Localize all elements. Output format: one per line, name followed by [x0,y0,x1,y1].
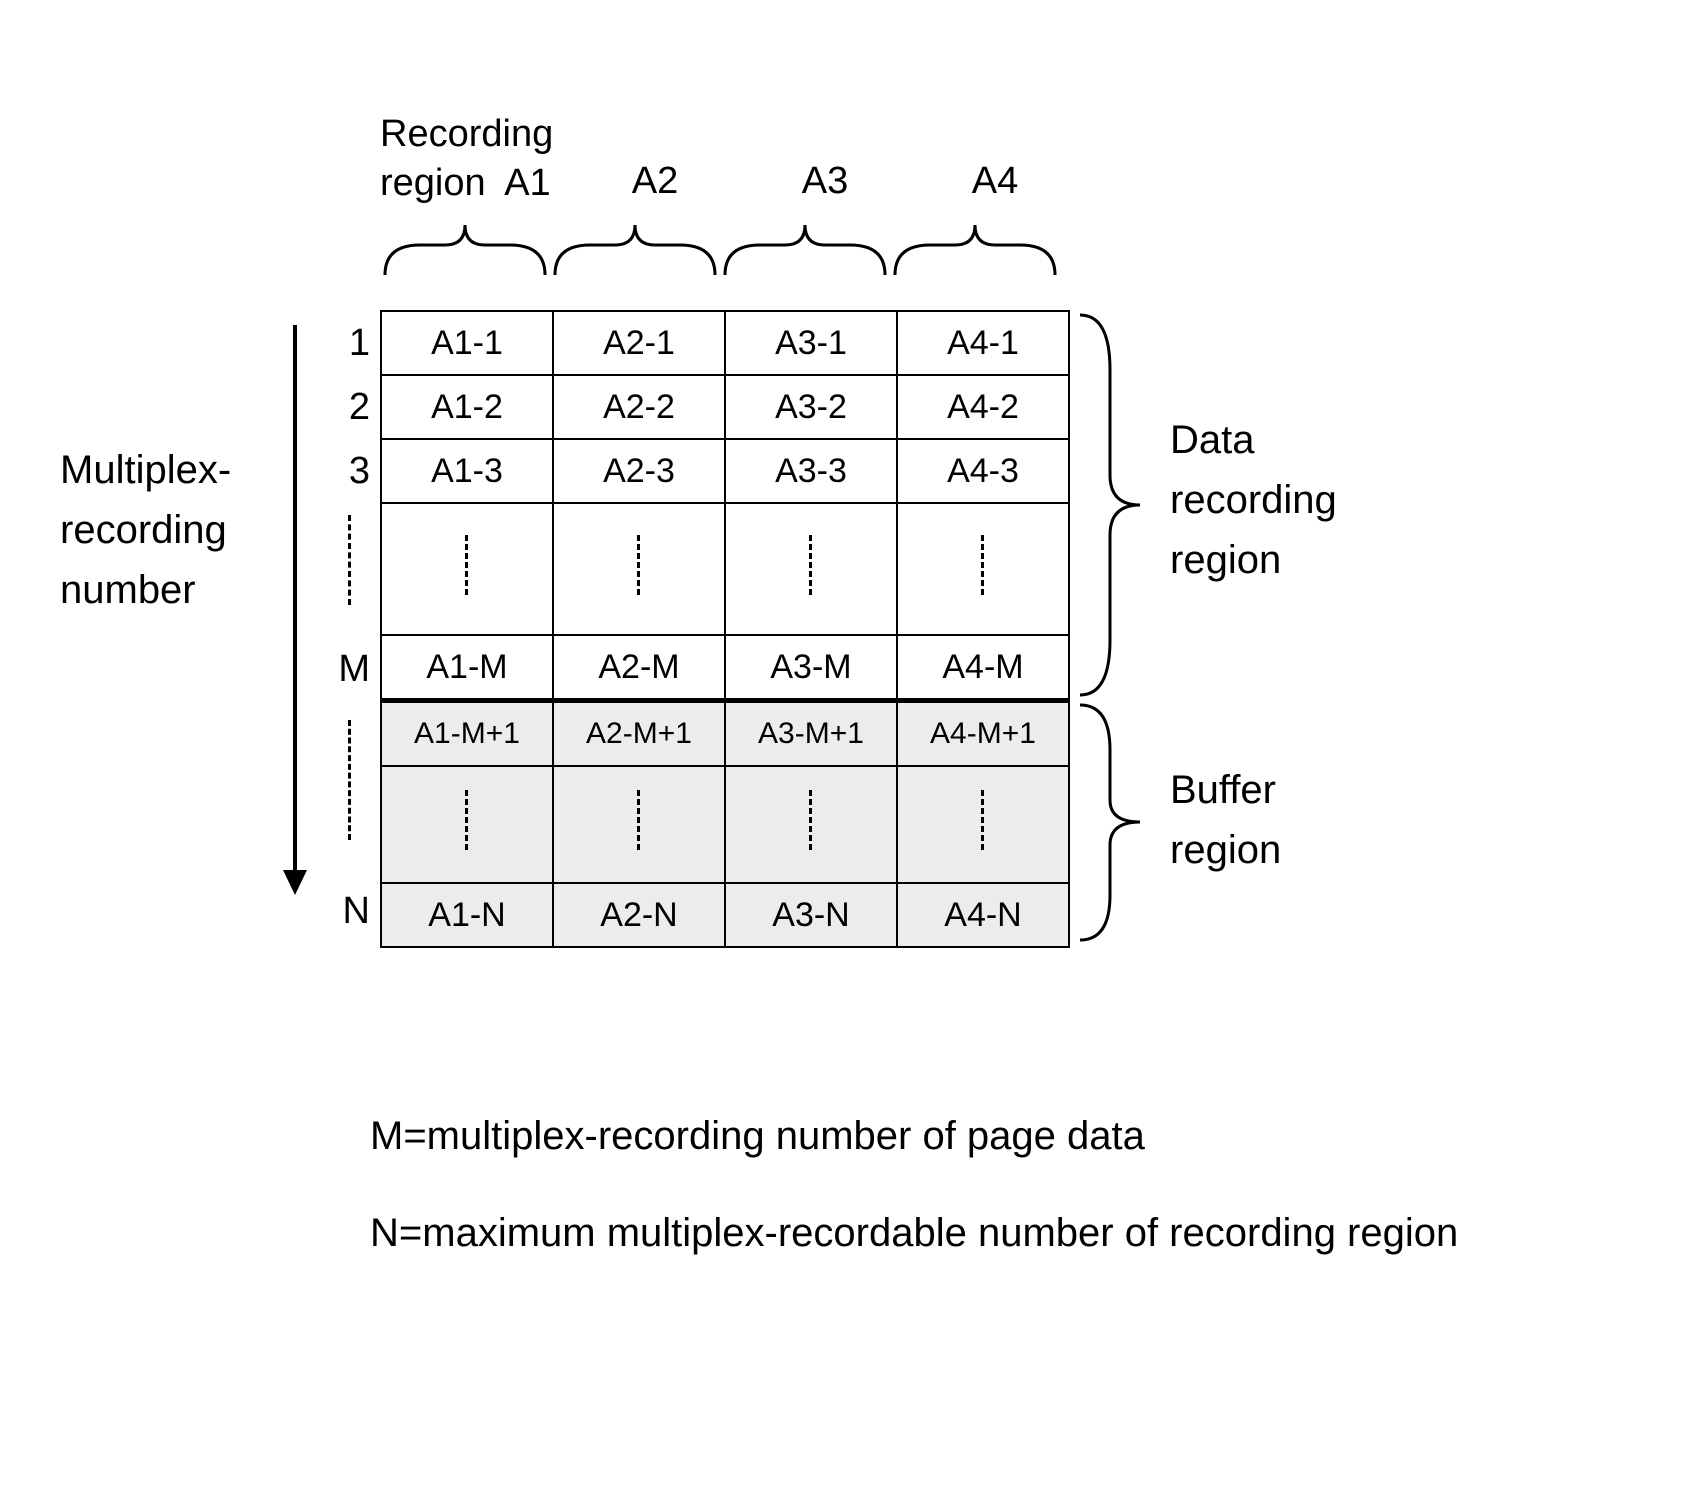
cell-rMp1c1: A1-M+1 [381,701,553,767]
cell-r3c2: A2-3 [553,439,725,503]
region-prefix: region [380,162,486,204]
col-header-recording: Recording region A1 [380,110,553,209]
col-a4: A4 [920,160,1070,203]
table-row-M: A1-M A2-M A3-M A4-M [381,635,1069,701]
cell-r2c1: A1-2 [381,375,553,439]
right-brace-upper [1070,310,1160,700]
table-row-Mp1: A1-M+1 A2-M+1 A3-M+1 A4-M+1 [381,701,1069,767]
table-row-N: A1-N A2-N A3-N A4-N [381,883,1069,947]
region-a1-row: region A1 [380,159,553,208]
table-row-1: A1-1 A2-1 A3-1 A4-1 [381,311,1069,375]
cell-r1c1: A1-1 [381,311,553,375]
row-label-1: 1 [330,322,370,365]
dots2-c3 [725,766,897,883]
cell-r2c4: A4-2 [897,375,1069,439]
table-row-2: A1-2 A2-2 A3-2 A4-2 [381,375,1069,439]
right-label-buffer-region: Buffer region [1170,760,1281,880]
cell-r1c4: A4-1 [897,311,1069,375]
diagram-root: Recording region A1 A2 A3 A4 A1-1 A2-1 A… [40,40,1640,1440]
cell-rMc3: A3-M [725,635,897,701]
cell-rMp1c3: A3-M+1 [725,701,897,767]
cell-rMp1c4: A4-M+1 [897,701,1069,767]
row-label-dots-upper [340,515,360,610]
table-row-dots-upper [381,503,1069,635]
dots-c3 [725,503,897,635]
row-label-3: 3 [330,450,370,493]
cell-rMp1c2: A2-M+1 [553,701,725,767]
dots2-c1 [381,766,553,883]
table-row-dots-lower [381,766,1069,883]
cell-r3c4: A4-3 [897,439,1069,503]
dots2-c4 [897,766,1069,883]
recording-table: A1-1 A2-1 A3-1 A4-1 A1-2 A2-2 A3-2 A4-2 … [380,310,1070,948]
row-label-2: 2 [330,386,370,429]
legend-N: N=maximum multiplex-recordable number of… [370,1197,1470,1269]
cell-rMc1: A1-M [381,635,553,701]
dots-c2 [553,503,725,635]
cell-rMc4: A4-M [897,635,1069,701]
cell-rMc2: A2-M [553,635,725,701]
col-a3: A3 [750,160,900,203]
top-braces [380,215,1070,305]
table-row-3: A1-3 A2-3 A3-3 A4-3 [381,439,1069,503]
cell-rNc4: A4-N [897,883,1069,947]
row-label-dots-lower [340,720,360,845]
col-a1: A1 [504,162,550,204]
cell-r1c2: A2-1 [553,311,725,375]
dots-c1 [381,503,553,635]
cell-r2c2: A2-2 [553,375,725,439]
cell-rNc2: A2-N [553,883,725,947]
recording-text: Recording [380,110,553,159]
down-arrow-icon [275,320,315,900]
right-brace-lower [1070,700,1160,945]
row-label-N: N [325,890,370,933]
legend-M: M=multiplex-recording number of page dat… [370,1100,1470,1172]
dots2-c2 [553,766,725,883]
cell-rNc3: A3-N [725,883,897,947]
row-label-M: M [325,648,370,691]
cell-r2c3: A3-2 [725,375,897,439]
right-label-data-region: Data recording region [1170,410,1337,590]
left-side-label: Multiplex- recording number [60,440,231,620]
cell-r3c3: A3-3 [725,439,897,503]
cell-rNc1: A1-N [381,883,553,947]
dots-c4 [897,503,1069,635]
cell-r3c1: A1-3 [381,439,553,503]
legend-block: M=multiplex-recording number of page dat… [370,1100,1470,1269]
cell-r1c3: A3-1 [725,311,897,375]
col-a2: A2 [580,160,730,203]
